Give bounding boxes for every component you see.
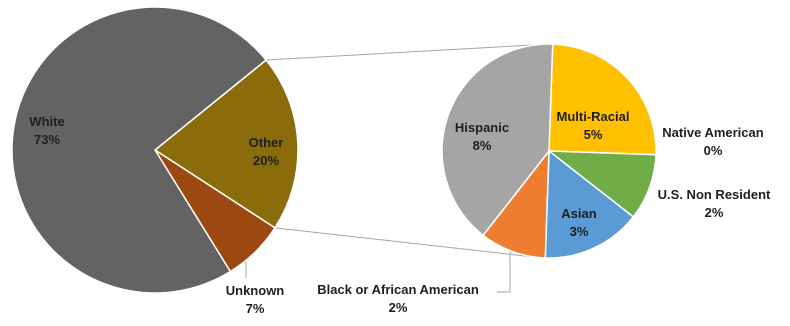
connector-line-bottom (274, 227, 537, 258)
secondary-pie (441, 43, 657, 259)
label-hispanic: Hispanic 8% (455, 120, 509, 153)
slice-other (153, 58, 299, 229)
label-other: Other 20% (249, 135, 284, 168)
data-labels: White 73% Other 20% Unknown 7% Hispanic 8% Multi… (29, 109, 771, 316)
label-us-non-resident: U.S. Non Resident 2% (658, 187, 771, 220)
slice-white (11, 6, 268, 294)
label-unknown: Unknown 7% (226, 283, 285, 316)
label-native-american: Native American 0% (662, 125, 763, 158)
main-pie (11, 6, 299, 294)
leader-line-black-or-african-american (497, 251, 518, 293)
label-black-or-african-american: Black or African American 2% (317, 282, 479, 315)
label-multi-racial: Multi-Racial 5% (557, 109, 630, 142)
slice-asian (544, 149, 635, 259)
connector-line-top (266, 44, 536, 61)
slice-hispanic (441, 43, 554, 237)
label-asian: Asian 3% (561, 206, 596, 239)
slice-multi-racial (548, 43, 657, 156)
label-white: White 73% (29, 114, 64, 147)
